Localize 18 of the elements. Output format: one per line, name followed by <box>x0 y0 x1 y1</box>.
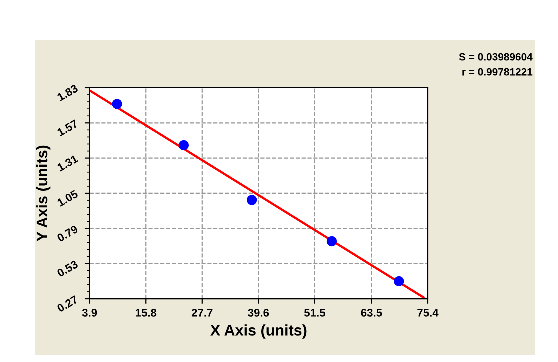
y-tick-label: 0.27 <box>56 295 79 313</box>
y-tick-label: 1.05 <box>56 190 79 207</box>
x-axis-title: X Axis (units) <box>210 324 307 339</box>
text: r = 0.99781221 <box>462 68 533 76</box>
x-tick-label: 63.5 <box>361 309 382 317</box>
y-tick-label: 1.57 <box>57 120 79 137</box>
x-tick-label: 27.7 <box>192 309 213 317</box>
x-tick-label: 15.8 <box>136 309 157 317</box>
text: S = 0.03989604 <box>459 53 533 61</box>
x-tick-label: 75.4 <box>418 309 439 317</box>
y-axis-title: Y Axis (units) <box>36 146 51 242</box>
x-tick-label: 39.6 <box>248 309 270 317</box>
x-tick-label: 51.5 <box>304 309 326 317</box>
x-tick-label: 3.9 <box>82 309 98 317</box>
y-tick-label: 0.79 <box>56 225 79 242</box>
y-tick-label: 0.53 <box>56 260 79 278</box>
y-tick-label: 1.31 <box>56 154 79 172</box>
y-tick-label: 1.83 <box>56 84 79 102</box>
